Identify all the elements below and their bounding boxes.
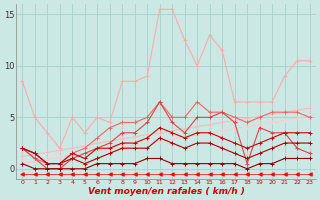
X-axis label: Vent moyen/en rafales ( km/h ): Vent moyen/en rafales ( km/h ) (87, 187, 244, 196)
